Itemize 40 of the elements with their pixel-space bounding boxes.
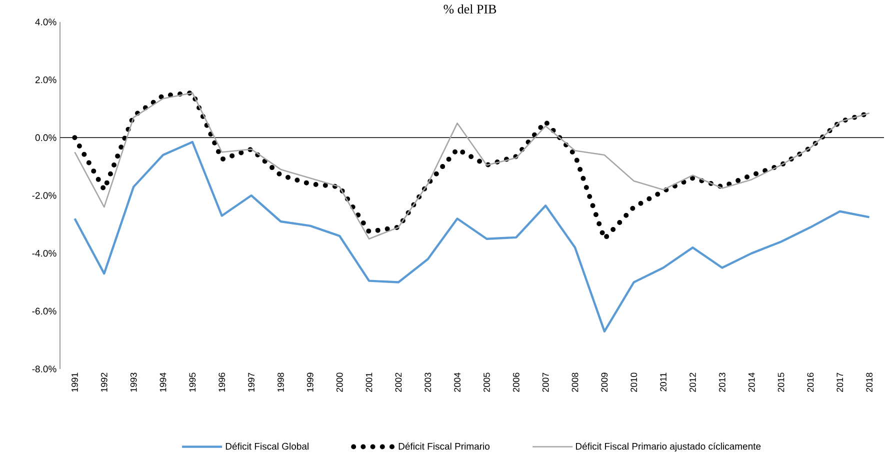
line-series — [74, 140, 870, 332]
y-tick-label: 0.0% — [35, 134, 56, 142]
x-tick-label: 2004 — [454, 372, 460, 392]
x-tick-label: 2016 — [807, 372, 814, 392]
x-tick-label: 2001 — [366, 372, 372, 392]
x-tick-label: 2011 — [660, 372, 666, 392]
y-tick-label: -8.0% — [32, 366, 56, 372]
legend-label: Déficit Fiscal Primario ajustado cíclicamente — [576, 442, 761, 452]
x-tick-label: 2017 — [836, 372, 844, 392]
x-tick-label: 1991 — [72, 372, 78, 392]
x-tick-label: 1994 — [160, 372, 166, 392]
y-tick-label: -4.0% — [32, 250, 56, 257]
y-tick-label: -6.0% — [32, 308, 56, 315]
y-tick-label: -2.0% — [32, 192, 56, 199]
y-tick-label: 4.0% — [35, 18, 56, 26]
x-tick-label: 2012 — [690, 372, 696, 392]
x-tick-label: 2007 — [542, 372, 549, 392]
x-tick-label: 2006 — [512, 372, 520, 392]
x-tick-label: 1993 — [130, 372, 137, 392]
x-tick-label: 1997 — [248, 372, 254, 392]
x-tick-label: 2015 — [778, 372, 784, 392]
legend-label: Déficit Fiscal Global — [226, 442, 308, 450]
x-tick-label: 2010 — [630, 372, 638, 392]
x-tick-label: 1999 — [306, 372, 314, 392]
x-tick-label: 2008 — [572, 372, 578, 392]
chart-title: % del PIB — [444, 4, 496, 14]
x-tick-label: 1992 — [100, 372, 108, 392]
x-tick-label: 2018 — [866, 372, 872, 392]
x-tick-label: 2009 — [601, 372, 608, 392]
x-tick-label: 2013 — [718, 372, 726, 392]
x-tick-label: 2002 — [395, 372, 402, 392]
x-tick-label: 1996 — [218, 372, 226, 392]
legend-label: Déficit Fiscal Primario — [398, 442, 490, 450]
y-tick-label: 2.0% — [35, 76, 56, 84]
x-tick-label: 2000 — [336, 372, 343, 392]
x-tick-label: 2003 — [424, 372, 432, 392]
x-tick-label: 1998 — [278, 372, 284, 392]
x-tick-label: 2014 — [748, 372, 755, 392]
x-tick-label: 2005 — [484, 372, 490, 392]
x-tick-label: 1995 — [189, 372, 196, 392]
